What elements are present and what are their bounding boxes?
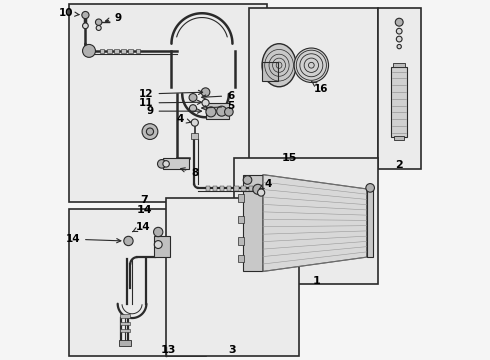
Bar <box>238 255 245 262</box>
Circle shape <box>163 161 170 167</box>
Circle shape <box>396 28 402 34</box>
Circle shape <box>157 159 166 168</box>
Bar <box>393 63 405 67</box>
Text: 9: 9 <box>105 13 121 23</box>
Circle shape <box>190 105 196 112</box>
Bar <box>153 235 170 257</box>
Text: 4: 4 <box>177 114 191 124</box>
Text: 13: 13 <box>160 345 175 355</box>
Bar <box>248 186 253 192</box>
Bar <box>205 186 210 192</box>
Text: 14: 14 <box>133 222 150 232</box>
Text: 12: 12 <box>139 89 202 99</box>
Circle shape <box>243 176 252 184</box>
Circle shape <box>397 44 401 49</box>
Bar <box>128 49 133 53</box>
Bar <box>227 186 231 192</box>
Text: 10: 10 <box>58 8 79 18</box>
Circle shape <box>224 108 233 116</box>
Circle shape <box>82 12 89 19</box>
Bar <box>238 237 245 244</box>
Bar <box>69 4 267 202</box>
Bar <box>191 134 198 139</box>
Bar <box>163 158 190 169</box>
Circle shape <box>124 236 133 246</box>
Bar <box>391 67 407 137</box>
Circle shape <box>82 23 88 29</box>
Bar <box>242 186 245 192</box>
Bar <box>378 8 421 169</box>
Bar <box>120 329 129 332</box>
Bar <box>120 315 129 318</box>
Bar <box>262 62 278 81</box>
Circle shape <box>217 106 227 116</box>
Polygon shape <box>263 175 367 271</box>
Circle shape <box>253 184 263 194</box>
Text: 14: 14 <box>137 206 152 216</box>
Circle shape <box>82 44 96 57</box>
Circle shape <box>96 19 102 26</box>
Bar <box>114 49 119 53</box>
Circle shape <box>294 48 329 82</box>
Circle shape <box>147 128 153 135</box>
Bar <box>107 49 112 53</box>
Circle shape <box>395 18 403 26</box>
Bar <box>69 209 205 356</box>
Bar <box>220 186 224 192</box>
Text: 16: 16 <box>312 81 329 94</box>
Bar <box>394 135 404 140</box>
Circle shape <box>396 36 402 42</box>
Circle shape <box>142 124 158 139</box>
Bar <box>243 175 263 271</box>
Text: 15: 15 <box>282 153 297 163</box>
Bar <box>238 216 245 223</box>
Text: 6: 6 <box>202 91 234 101</box>
Bar <box>100 49 104 53</box>
Bar <box>248 8 378 162</box>
Circle shape <box>153 227 163 237</box>
Bar <box>234 186 239 192</box>
Bar <box>213 186 217 192</box>
Text: 1: 1 <box>313 276 320 286</box>
Bar <box>136 49 140 53</box>
Bar <box>120 321 129 325</box>
Text: 3: 3 <box>229 345 236 355</box>
Bar <box>119 340 131 346</box>
Bar <box>122 49 126 53</box>
Bar <box>166 198 299 356</box>
Circle shape <box>206 107 216 117</box>
Text: 14: 14 <box>65 234 121 244</box>
Circle shape <box>154 240 162 248</box>
Circle shape <box>258 189 265 196</box>
Text: 11: 11 <box>139 98 201 108</box>
Ellipse shape <box>262 44 296 87</box>
Circle shape <box>189 94 197 102</box>
Text: 4: 4 <box>259 179 272 189</box>
Circle shape <box>191 119 198 126</box>
Text: 7: 7 <box>141 195 148 205</box>
Text: 9: 9 <box>147 106 201 116</box>
Circle shape <box>201 88 210 96</box>
Bar <box>367 189 373 257</box>
Text: 8: 8 <box>181 168 198 178</box>
Text: 2: 2 <box>395 159 403 170</box>
Bar <box>234 158 378 284</box>
Circle shape <box>202 99 209 107</box>
Bar <box>205 103 229 119</box>
Circle shape <box>366 184 374 192</box>
Circle shape <box>96 26 101 31</box>
Text: 5: 5 <box>202 102 234 112</box>
Bar <box>238 194 245 202</box>
